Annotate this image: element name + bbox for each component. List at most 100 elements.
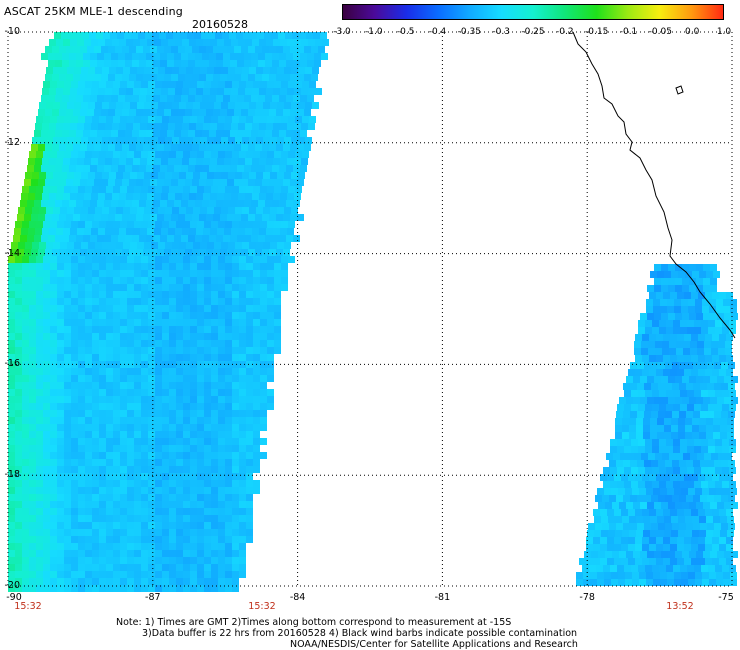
swath-cell — [89, 32, 96, 39]
swath-cell — [697, 453, 704, 460]
swath-cell — [649, 292, 656, 299]
swath-cell — [127, 424, 134, 431]
swath-cell — [139, 53, 146, 60]
swath-cell — [50, 354, 57, 361]
swath-cell — [667, 299, 674, 306]
swath-cell — [190, 445, 197, 452]
swath-cell — [654, 313, 661, 320]
swath-cell — [672, 362, 679, 369]
swath-cell — [64, 480, 71, 487]
swath-cell — [134, 221, 141, 228]
swath-cell — [155, 515, 162, 522]
swath-cell — [242, 102, 249, 109]
swath-cell — [298, 172, 305, 179]
swath-cell — [246, 319, 253, 326]
swath-cell — [218, 522, 225, 529]
swath-cell — [617, 439, 624, 446]
swath-cell — [204, 186, 211, 193]
swath-cell — [106, 564, 113, 571]
swath-cell — [70, 88, 77, 95]
swath-cell — [92, 494, 99, 501]
swath-cell — [106, 298, 113, 305]
swath-cell — [159, 32, 166, 39]
swath-cell — [693, 383, 700, 390]
swath-cell — [232, 361, 239, 368]
swath-cell — [263, 242, 270, 249]
swath-cell — [614, 544, 621, 551]
swath-cell — [36, 361, 43, 368]
swath-cell — [162, 536, 169, 543]
swath-cell — [214, 137, 221, 144]
swath-cell — [278, 32, 285, 39]
swath-cell — [123, 137, 130, 144]
swath-cell — [15, 424, 22, 431]
swath-cell — [120, 508, 127, 515]
swath-cell — [190, 368, 197, 375]
swath-cell — [127, 487, 134, 494]
swath-cell — [43, 557, 50, 564]
swath-cell — [46, 67, 53, 74]
swath-cell — [161, 193, 168, 200]
swath-cell — [22, 501, 29, 508]
swath-cell — [160, 235, 167, 242]
swath-cell — [704, 453, 711, 460]
swath-cell — [682, 285, 689, 292]
swath-cell — [162, 515, 169, 522]
swath-cell — [596, 565, 603, 572]
swath-cell — [213, 46, 220, 53]
swath-cell — [57, 557, 64, 564]
swath-cell — [50, 543, 57, 550]
swath-cell — [134, 340, 141, 347]
swath-cell — [22, 263, 29, 270]
swath-cell — [50, 375, 57, 382]
swath-cell — [190, 557, 197, 564]
swath-cell — [721, 495, 728, 502]
swath-cell — [253, 389, 260, 396]
swath-cell — [211, 410, 218, 417]
color-scale-bar — [342, 4, 724, 20]
swath-cell — [148, 410, 155, 417]
swath-cell — [260, 375, 267, 382]
swath-cell — [230, 130, 237, 137]
swath-cell — [197, 354, 204, 361]
swath-cell — [162, 382, 169, 389]
swath-cell — [710, 551, 717, 558]
swath-cell — [43, 263, 50, 270]
swath-cell — [210, 88, 217, 95]
swath-cell — [304, 46, 311, 53]
swath-cell — [276, 249, 283, 256]
swath-cell — [169, 473, 176, 480]
swath-cell — [659, 446, 666, 453]
swath-cell — [200, 242, 207, 249]
swath-cell — [679, 411, 686, 418]
swath-cell — [232, 256, 239, 263]
swath-cell — [92, 389, 99, 396]
swath-cell — [95, 172, 102, 179]
swath-cell — [629, 425, 636, 432]
swath-cell — [211, 431, 218, 438]
swath-cell — [218, 410, 225, 417]
swath-cell — [211, 319, 218, 326]
swath-cell — [134, 263, 141, 270]
swath-cell — [190, 585, 197, 592]
swath-cell — [15, 396, 22, 403]
swath-cell — [216, 200, 223, 207]
swath-cell — [53, 242, 60, 249]
swath-cell — [46, 172, 53, 179]
swath-cell — [232, 298, 239, 305]
swath-cell — [148, 340, 155, 347]
swath-cell — [225, 431, 232, 438]
swath-cell — [92, 298, 99, 305]
swath-cell — [15, 543, 22, 550]
swath-cell — [140, 123, 147, 130]
swath-cell — [707, 495, 714, 502]
swath-cell — [71, 494, 78, 501]
swath-cell — [666, 439, 673, 446]
swath-cell — [228, 67, 235, 74]
swath-cell — [726, 355, 733, 362]
swath-cell — [120, 277, 127, 284]
swath-cell — [132, 53, 139, 60]
swath-cell — [719, 334, 726, 341]
swath-cell — [141, 557, 148, 564]
swath-cell — [232, 522, 239, 529]
